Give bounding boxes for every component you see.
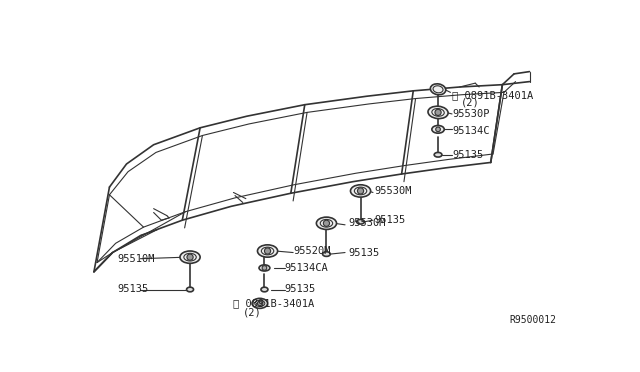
Circle shape [187,254,193,260]
Text: 95530P: 95530P [452,109,490,119]
Text: Ⓝ 0891B-3401A: Ⓝ 0891B-3401A [452,90,533,100]
Text: 95530M: 95530M [374,186,412,196]
Text: 95520M: 95520M [293,246,331,256]
Ellipse shape [316,217,337,230]
Ellipse shape [432,125,444,133]
Text: (2): (2) [461,97,480,108]
Ellipse shape [351,185,371,197]
Circle shape [435,109,441,115]
Text: Ⓝ 0891B-3401A: Ⓝ 0891B-3401A [234,298,315,308]
Text: R9500012: R9500012 [509,315,556,325]
Text: 95135: 95135 [374,215,406,225]
Ellipse shape [428,106,448,119]
Circle shape [264,248,271,254]
Text: 95510M: 95510M [117,254,155,264]
Text: 95530M: 95530M [348,218,386,228]
Text: 95134C: 95134C [452,126,490,136]
Circle shape [262,266,267,270]
Circle shape [323,220,330,226]
Text: 95135: 95135 [452,150,483,160]
Circle shape [436,127,440,132]
Ellipse shape [323,252,330,256]
Ellipse shape [430,84,445,95]
Text: (2): (2) [243,308,262,318]
Circle shape [358,188,364,194]
Text: 95135: 95135 [117,285,148,295]
Circle shape [257,301,262,306]
Ellipse shape [259,265,270,271]
Text: 95135: 95135 [348,247,380,257]
Ellipse shape [257,245,278,257]
Text: 95134CA: 95134CA [285,263,328,273]
Ellipse shape [434,153,442,157]
Ellipse shape [180,251,200,263]
Ellipse shape [187,287,193,292]
Ellipse shape [261,287,268,292]
Text: 95135: 95135 [285,285,316,295]
Ellipse shape [252,298,268,308]
Ellipse shape [356,219,364,224]
